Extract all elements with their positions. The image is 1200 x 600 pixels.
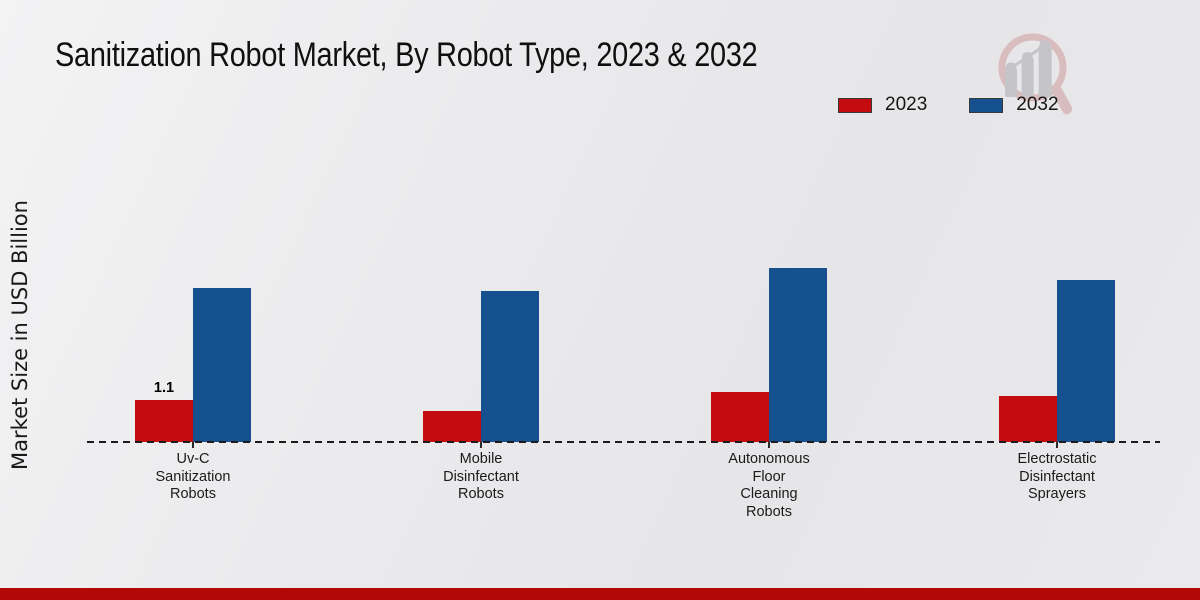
x-axis-category-label: Uv-C Sanitization Robots bbox=[155, 451, 231, 502]
legend-item-2023: 2023 bbox=[838, 94, 927, 116]
legend: 2023 2032 bbox=[838, 94, 1059, 116]
logo-bar-icon bbox=[1021, 57, 1034, 97]
bar-2032-3 bbox=[769, 268, 827, 442]
logo-dot-icon bbox=[1005, 62, 1017, 73]
bar-2032-4 bbox=[1057, 279, 1115, 442]
magnifier-bar-chart-logo bbox=[998, 33, 1073, 115]
bar-value-label: 1.1 bbox=[153, 379, 175, 396]
x-axis-tick bbox=[480, 442, 482, 448]
logo-bar-icon bbox=[1038, 45, 1052, 97]
bar-2023-3 bbox=[711, 391, 769, 442]
bar-2032-1 bbox=[193, 287, 251, 442]
x-axis-tick bbox=[192, 442, 194, 448]
x-axis-category-label: Mobile Disinfectant Robots bbox=[443, 451, 519, 502]
bar-2032-2 bbox=[481, 291, 539, 442]
logo-dot-icon bbox=[1039, 39, 1051, 51]
legend-swatch-2023 bbox=[838, 97, 872, 113]
x-axis-tick bbox=[768, 442, 770, 448]
logo-bar-icon bbox=[1005, 68, 1017, 97]
zero-baseline bbox=[87, 441, 1160, 443]
legend-item-2032: 2032 bbox=[969, 94, 1059, 116]
page-title: Sanitization Robot Market, By Robot Type… bbox=[55, 36, 758, 74]
logo-dot-icon bbox=[1022, 52, 1033, 63]
magnifier-handle-icon bbox=[1051, 84, 1073, 115]
x-axis-category-label: Electrostatic Disinfectant Sprayers bbox=[1017, 451, 1097, 502]
legend-label-2023: 2023 bbox=[885, 94, 928, 115]
y-axis-title: Market Size in USD Billion bbox=[8, 200, 32, 470]
bar-2023-2 bbox=[423, 411, 481, 442]
bar-2023-4 bbox=[999, 395, 1057, 442]
x-axis-tick bbox=[1056, 442, 1058, 448]
bar-2023-1 bbox=[135, 399, 193, 442]
legend-swatch-2032 bbox=[969, 97, 1004, 113]
x-axis-category-label: Autonomous Floor Cleaning Robots bbox=[728, 451, 810, 520]
magnifier-ring-icon bbox=[998, 33, 1067, 102]
footer-accent-bar bbox=[0, 588, 1200, 600]
legend-label-2032: 2032 bbox=[1016, 94, 1059, 115]
